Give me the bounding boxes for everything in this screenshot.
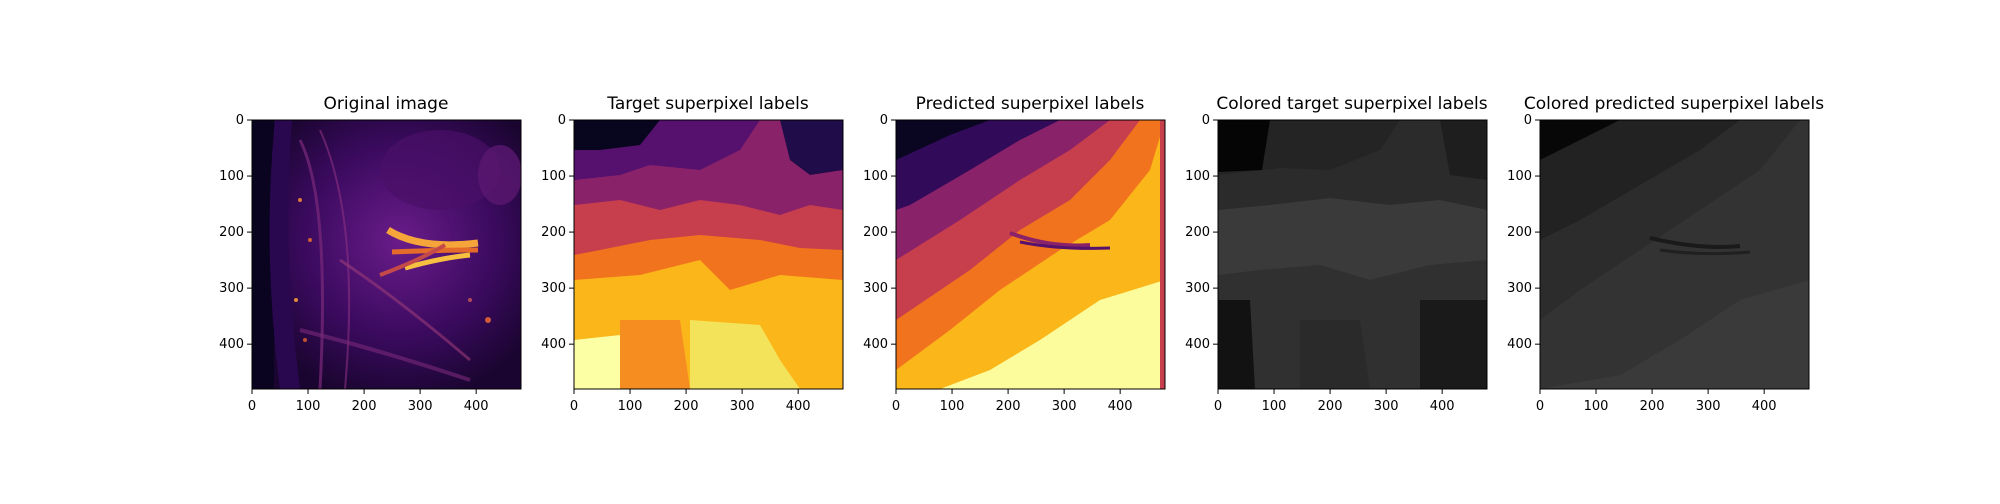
y-tick-label: 400: [863, 337, 888, 352]
y-tick-label: 0: [558, 113, 566, 128]
target-labels-panel: [574, 120, 843, 389]
x-tick-label: 0: [1214, 399, 1222, 414]
y-tick-label: 100: [541, 169, 566, 184]
predicted-labels-panel: [896, 120, 1165, 389]
x-tick-label: 200: [1640, 399, 1665, 414]
y-tick-label: 200: [219, 225, 244, 240]
panel-title-original: Original image: [323, 94, 449, 114]
x-tick-label: 0: [1536, 399, 1544, 414]
y-tick-label: 100: [1507, 169, 1532, 184]
x-tick-label: 300: [408, 399, 433, 414]
panel-title-colored-target: Colored target superpixel labels: [1216, 94, 1488, 114]
x-tick-label: 300: [730, 399, 755, 414]
panel-title-predicted: Predicted superpixel labels: [915, 94, 1145, 114]
x-tick-label: 300: [1052, 399, 1077, 414]
x-tick-label: 100: [1262, 399, 1287, 414]
x-tick-label: 100: [940, 399, 965, 414]
panel-title-colored-predicted: Colored predicted superpixel labels: [1523, 94, 1825, 114]
x-tick-label: 200: [1318, 399, 1343, 414]
y-tick-label: 100: [863, 169, 888, 184]
x-tick-label: 400: [1752, 399, 1777, 414]
y-tick-label: 400: [541, 337, 566, 352]
x-tick-label: 0: [570, 399, 578, 414]
original-image-panel: [252, 120, 521, 389]
y-tick-label: 200: [1185, 225, 1210, 240]
y-tick-label: 0: [1524, 113, 1532, 128]
colored-predicted-panel: [1540, 120, 1809, 389]
x-tick-label: 200: [674, 399, 699, 414]
colored-target-panel: [1218, 120, 1487, 389]
y-tick-label: 100: [219, 169, 244, 184]
y-tick-label: 400: [1185, 337, 1210, 352]
x-tick-label: 100: [618, 399, 643, 414]
y-tick-label: 100: [1185, 169, 1210, 184]
x-tick-label: 200: [352, 399, 377, 414]
x-tick-label: 100: [1584, 399, 1609, 414]
x-tick-label: 300: [1374, 399, 1399, 414]
y-tick-label: 0: [1202, 113, 1210, 128]
y-tick-label: 0: [880, 113, 888, 128]
y-tick-label: 300: [1507, 281, 1532, 296]
y-tick-label: 300: [219, 281, 244, 296]
axes-ticks: 0 100 200 300 400 0 100 200 300 400 0 100 200 300 400 0…: [219, 113, 1776, 414]
x-tick-label: 400: [1108, 399, 1133, 414]
x-tick-label: 100: [296, 399, 321, 414]
x-tick-label: 400: [464, 399, 489, 414]
y-tick-label: 400: [1507, 337, 1532, 352]
y-tick-label: 400: [219, 337, 244, 352]
y-tick-label: 200: [1507, 225, 1532, 240]
panel-title-target: Target superpixel labels: [607, 94, 809, 114]
y-tick-label: 0: [236, 113, 244, 128]
y-tick-label: 300: [863, 281, 888, 296]
y-tick-label: 200: [863, 225, 888, 240]
x-tick-label: 300: [1696, 399, 1721, 414]
x-tick-label: 0: [892, 399, 900, 414]
y-tick-label: 200: [541, 225, 566, 240]
x-tick-label: 200: [996, 399, 1021, 414]
x-tick-label: 0: [248, 399, 256, 414]
x-tick-label: 400: [1430, 399, 1455, 414]
x-tick-label: 400: [786, 399, 811, 414]
y-tick-label: 300: [1185, 281, 1210, 296]
y-tick-label: 300: [541, 281, 566, 296]
